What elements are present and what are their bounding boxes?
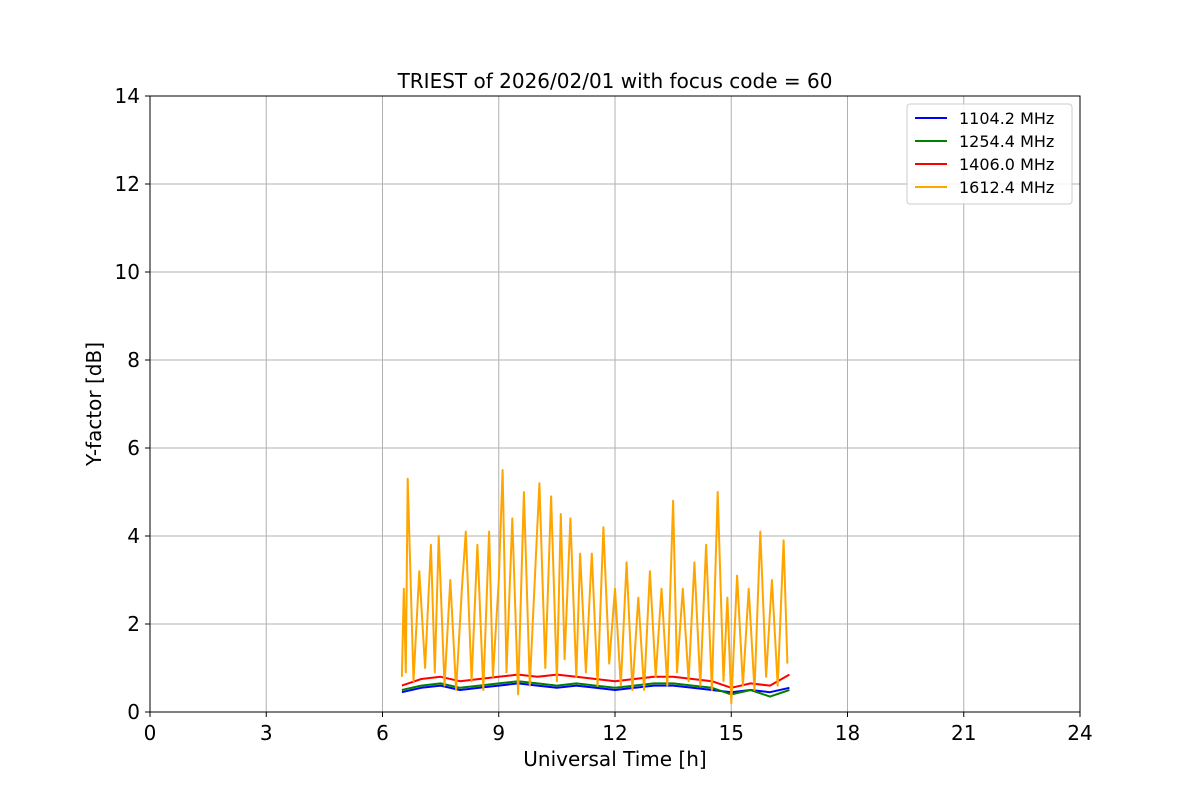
y-tick-label: 14 [115, 84, 140, 108]
series-line-1254-4-mhz [401, 680, 790, 698]
x-tick-label: 18 [835, 721, 860, 745]
y-tick-label: 0 [127, 700, 140, 724]
legend-label: 1612.4 MHz [959, 178, 1054, 197]
y-tick-label: 12 [115, 172, 140, 196]
y-tick-label: 8 [127, 348, 140, 372]
series-line-1612-4-mhz [400, 469, 789, 705]
legend: 1104.2 MHz 1254.4 MHz 1406.0 MHz 1612.4 MHz [906, 103, 1073, 205]
y-tick-label: 6 [127, 436, 140, 460]
x-tick-label: 15 [719, 721, 744, 745]
legend-box [906, 103, 1073, 205]
series-lines [400, 469, 790, 705]
x-tick-label: 21 [951, 721, 976, 745]
x-tick-label: 6 [376, 721, 389, 745]
x-axis-label: Universal Time [h] [523, 747, 706, 771]
legend-label: 1254.4 MHz [959, 132, 1054, 151]
legend-label: 1104.2 MHz [959, 109, 1054, 128]
y-axis-label: Y-factor [dB] [82, 342, 106, 467]
chart-title: TRIEST of 2026/02/01 with focus code = 6… [397, 69, 833, 93]
x-tick-label: 12 [602, 721, 627, 745]
x-tick-label: 3 [260, 721, 273, 745]
x-tick-label: 9 [492, 721, 505, 745]
y-tick-label: 4 [127, 524, 140, 548]
series-line-1406-0-mhz [401, 673, 790, 689]
x-tick-label: 0 [144, 721, 157, 745]
y-tick-label: 10 [115, 260, 140, 284]
x-tick-label: 24 [1067, 721, 1092, 745]
legend-label: 1406.0 MHz [959, 155, 1054, 174]
y-tick-label: 2 [127, 612, 140, 636]
